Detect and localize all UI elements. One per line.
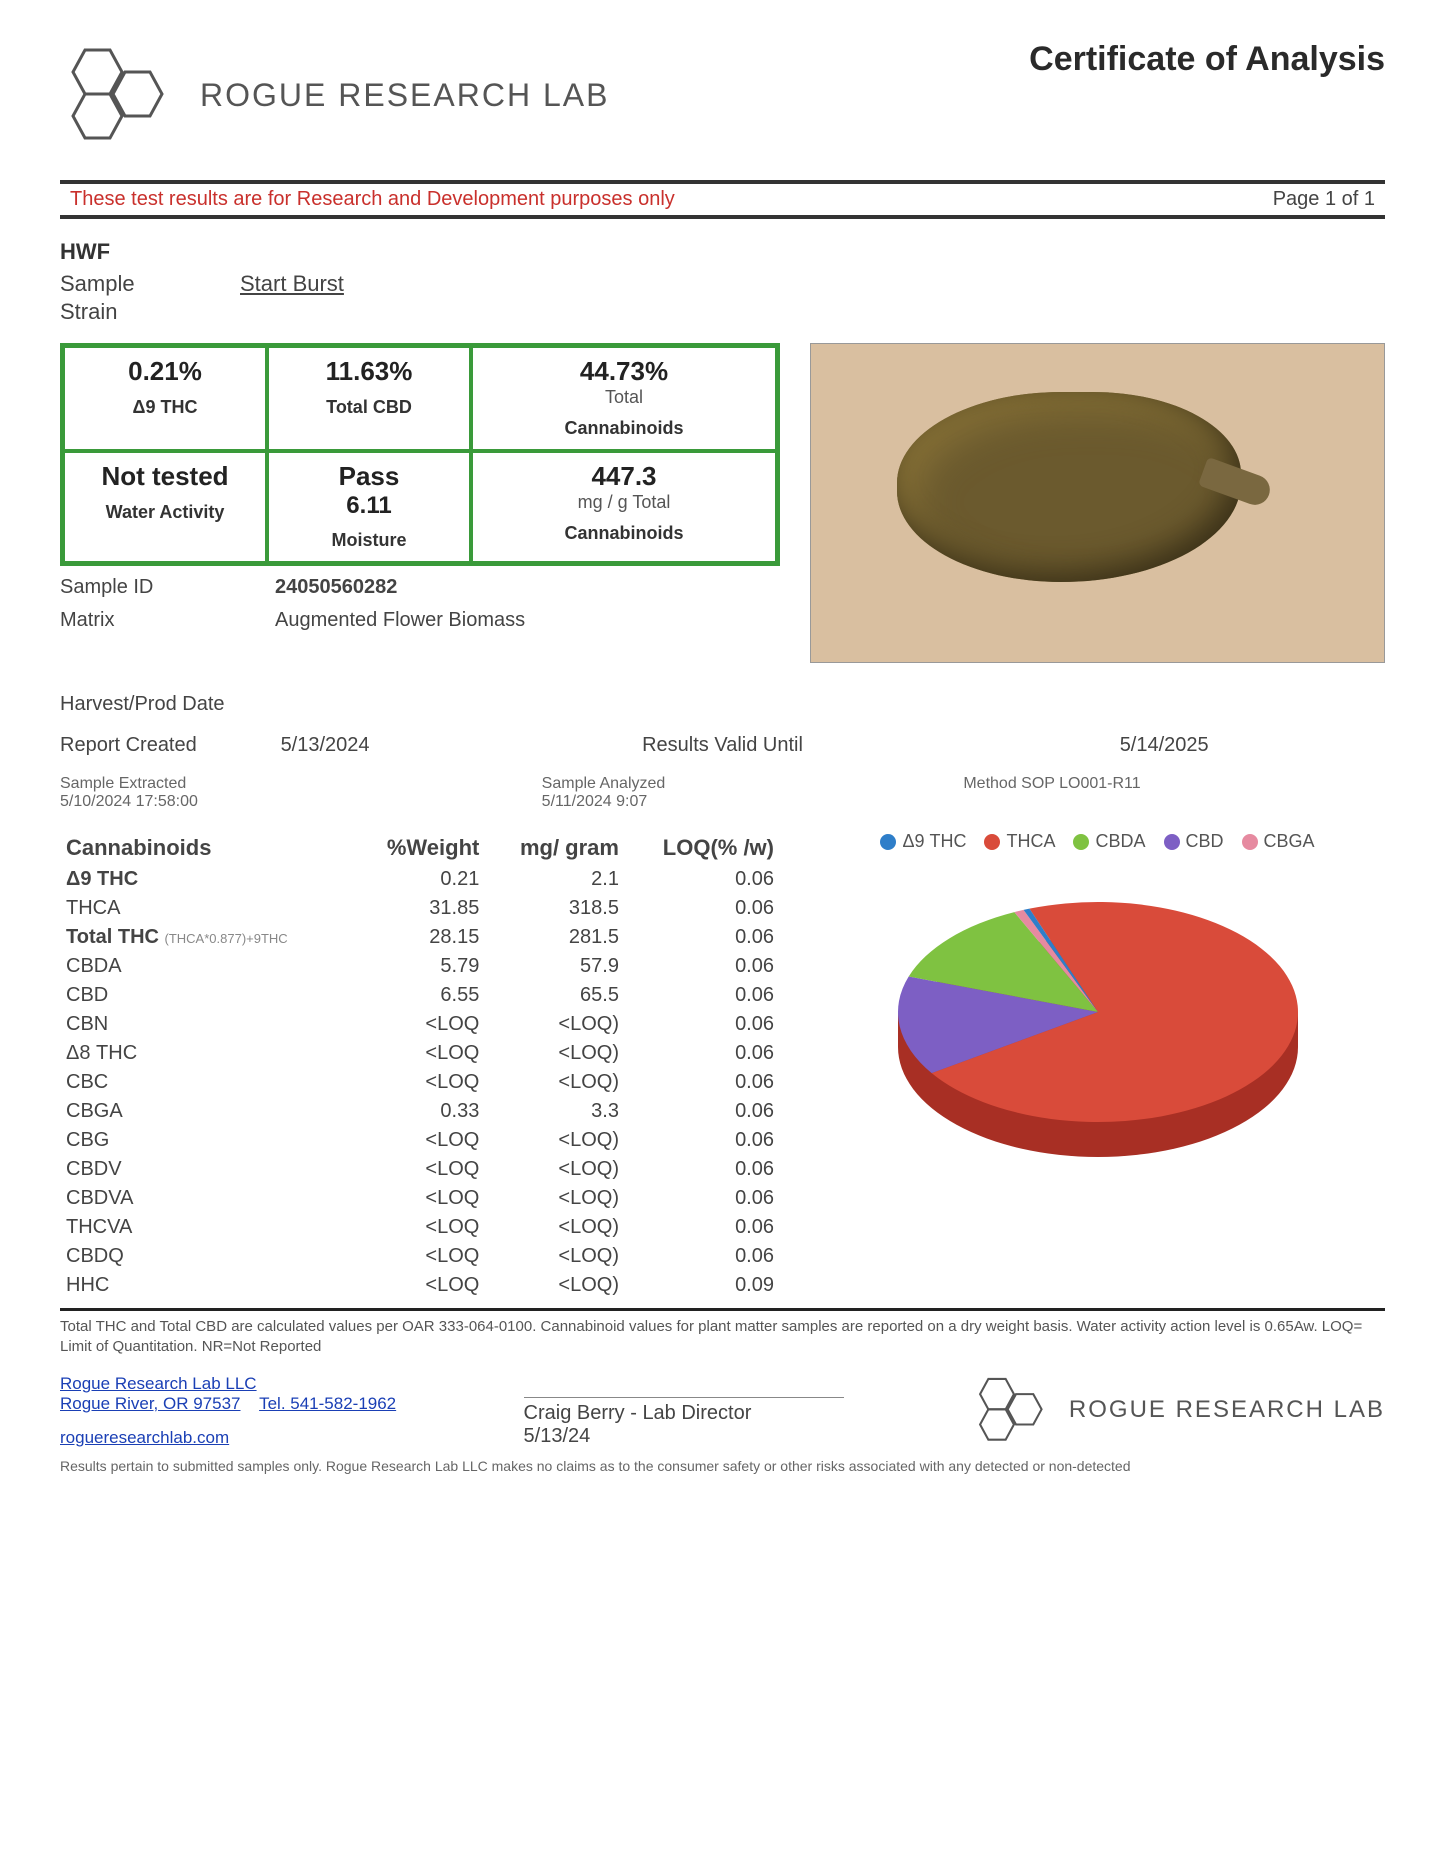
page-number: Page 1 of 1: [1273, 188, 1375, 211]
legend-item: CBD: [1164, 831, 1224, 852]
table-row: CBGA0.333.30.06: [60, 1097, 780, 1126]
legend-swatch: [1164, 834, 1180, 850]
legend-swatch: [984, 834, 1000, 850]
table-row: THCVA<LOQ<LOQ)0.06: [60, 1213, 780, 1242]
hex-logo-icon: [971, 1372, 1061, 1448]
divider: [60, 1308, 1385, 1311]
table-row: CBDV<LOQ<LOQ)0.06: [60, 1155, 780, 1184]
legend-item: Δ9 THC: [880, 831, 966, 852]
legend-swatch: [1073, 834, 1089, 850]
disclaimer: Results pertain to submitted samples onl…: [60, 1458, 1385, 1474]
sample-nug-graphic: [897, 392, 1241, 583]
dates-row: Report Created 5/13/2024 Results Valid U…: [60, 734, 1385, 757]
table-row: CBDVA<LOQ<LOQ)0.06: [60, 1184, 780, 1213]
col-header: %Weight: [354, 831, 485, 865]
client-name: HWF: [60, 239, 1385, 265]
sample-row: Sample Start Burst: [60, 271, 1385, 297]
strain-label: Strain: [60, 299, 200, 325]
col-header: Cannabinoids: [60, 831, 354, 865]
table-row: Δ8 THC<LOQ<LOQ)0.06: [60, 1039, 780, 1068]
sample-label: Sample: [60, 271, 200, 297]
logo-block: ROGUE RESEARCH LAB: [60, 40, 609, 150]
col-header: LOQ(% /w): [625, 831, 780, 865]
table-row: THCA31.85318.50.06: [60, 894, 780, 923]
sample-photo: [810, 343, 1385, 663]
website-link[interactable]: rogueresearchlab.com: [60, 1428, 396, 1448]
summary-d9thc: 0.21% Δ9 THC: [63, 346, 267, 451]
summary-total-cannabinoids: 44.73% Total Cannabinoids: [471, 346, 777, 451]
meta-sample-id: Sample ID 24050560282: [60, 576, 780, 599]
company-link[interactable]: Rogue Research Lab LLC: [60, 1374, 396, 1394]
table-row: CBC<LOQ<LOQ)0.06: [60, 1068, 780, 1097]
tel-link[interactable]: Tel. 541-582-1962: [259, 1394, 396, 1413]
summary-mgg: 447.3 mg / g Total Cannabinoids: [471, 451, 777, 563]
calc-footnote: Total THC and Total CBD are calculated v…: [60, 1317, 1385, 1356]
strain-row: Strain: [60, 299, 1385, 325]
header: ROGUE RESEARCH LAB Certificate of Analys…: [60, 40, 1385, 150]
meta-harvest: Harvest/Prod Date: [60, 693, 1385, 716]
table-row: CBG<LOQ<LOQ)0.06: [60, 1126, 780, 1155]
banner: These test results are for Research and …: [60, 180, 1385, 219]
meta-matrix: Matrix Augmented Flower Biomass: [60, 609, 780, 632]
report-created: Report Created 5/13/2024: [60, 734, 502, 757]
legend-item: THCA: [984, 831, 1055, 852]
legend-item: CBGA: [1242, 831, 1315, 852]
legend-item: CBDA: [1073, 831, 1145, 852]
signature-block: Craig Berry - Lab Director 5/13/24: [524, 1397, 844, 1448]
col-header: mg/ gram: [485, 831, 625, 865]
legend-swatch: [880, 834, 896, 850]
table-row: HHC<LOQ<LOQ)0.09: [60, 1271, 780, 1300]
table-row: Δ9 THC0.212.10.06: [60, 865, 780, 894]
summary-moisture: Pass 6.11 Moisture: [267, 451, 471, 563]
table-row: CBDA5.7957.90.06: [60, 952, 780, 981]
footer: Rogue Research Lab LLC Rogue River, OR 9…: [60, 1372, 1385, 1448]
hex-logo-icon: [60, 40, 190, 150]
footer-logo: ROGUE RESEARCH LAB: [971, 1372, 1385, 1448]
summary-cbd: 11.63% Total CBD: [267, 346, 471, 451]
pie-legend: Δ9 THC THCA CBDA CBD CBGA: [810, 831, 1385, 852]
lab-name: ROGUE RESEARCH LAB: [200, 77, 609, 114]
table-row: CBDQ<LOQ<LOQ)0.06: [60, 1242, 780, 1271]
table-row: CBD6.5565.50.06: [60, 981, 780, 1010]
cannabinoid-table: Cannabinoids%Weightmg/ gramLOQ(% /w) Δ9 …: [60, 831, 780, 1300]
summary-water: Not tested Water Activity: [63, 451, 267, 563]
valid-date: 5/14/2025: [943, 734, 1385, 757]
certificate-title: Certificate of Analysis: [1029, 40, 1385, 79]
valid-until: Results Valid Until: [502, 734, 944, 757]
extract-row: Sample Extracted 5/10/2024 17:58:00 Samp…: [60, 775, 1385, 811]
sample-name: Start Burst: [240, 271, 344, 297]
table-row: CBN<LOQ<LOQ)0.06: [60, 1010, 780, 1039]
banner-text: These test results are for Research and …: [70, 188, 675, 211]
legend-swatch: [1242, 834, 1258, 850]
summary-grid: 0.21% Δ9 THC 11.63% Total CBD 44.73% Tot…: [60, 343, 780, 566]
pie-chart: [868, 862, 1328, 1202]
table-row: Total THC (THCA*0.877)+9THC28.15281.50.0…: [60, 923, 780, 952]
address-link[interactable]: Rogue River, OR 97537: [60, 1394, 241, 1413]
